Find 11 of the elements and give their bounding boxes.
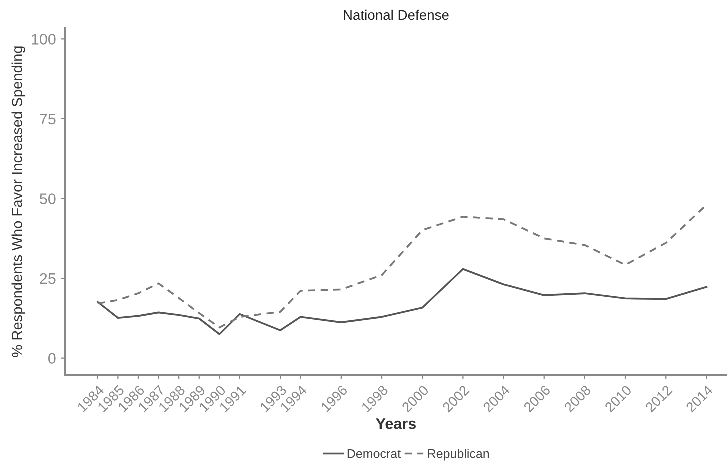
x-axis-title: Years	[376, 418, 416, 430]
legend-label: Republican	[428, 449, 490, 461]
legend-label: Democrat	[348, 450, 401, 458]
line-series	[96, 268, 708, 336]
y-tick-label: 75	[40, 114, 56, 125]
chart-title: National Defense	[344, 10, 449, 20]
y-tick-label: 0	[48, 353, 56, 364]
y-axis-title: % Respondents Who Favor Increased Spending	[12, 46, 26, 358]
y-tick-label: 25	[40, 273, 56, 284]
y-tick-label: 100	[32, 34, 56, 45]
y-tick-label: 50	[40, 194, 56, 204]
